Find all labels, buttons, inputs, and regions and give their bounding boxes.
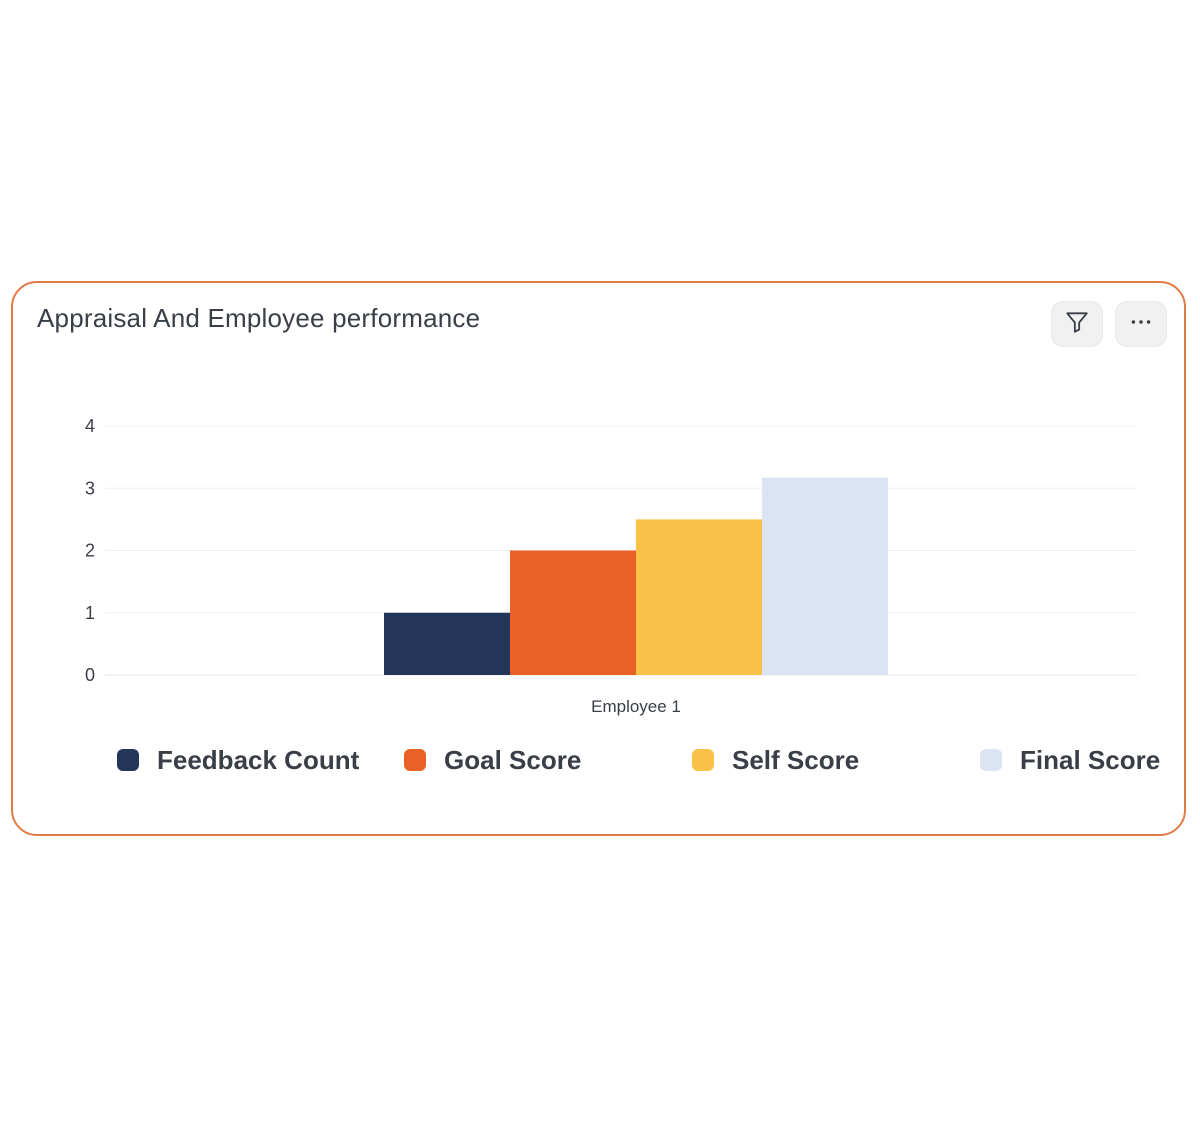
legend-swatch: [692, 749, 714, 771]
filter-icon: [1064, 309, 1090, 340]
x-tick-label: Employee 1: [591, 697, 681, 716]
more-options-button[interactable]: [1115, 301, 1167, 347]
filter-button[interactable]: [1051, 301, 1103, 347]
legend-swatch: [404, 749, 426, 771]
bar-final-score[interactable]: [762, 477, 888, 675]
legend-label: Feedback Count: [157, 744, 360, 775]
bar-feedback-count[interactable]: [384, 612, 510, 675]
bar-goal-score[interactable]: [510, 550, 636, 676]
legend-item-final-score[interactable]: Final Score: [980, 743, 1160, 777]
y-tick-label: 0: [85, 665, 95, 685]
more-horizontal-icon: [1128, 309, 1154, 340]
chart-card: Appraisal And Employee performance 0 1 2 3 4…: [11, 281, 1186, 836]
chart-legend: Feedback Count Goal Score Self Score Final …: [13, 743, 1188, 777]
legend-label: Self Score: [732, 744, 860, 775]
legend-item-feedback-count[interactable]: Feedback Count: [117, 743, 359, 777]
card-title: Appraisal And Employee performance: [37, 303, 481, 333]
legend-item-self-score[interactable]: Self Score: [692, 743, 859, 777]
legend-label: Goal Score: [444, 744, 582, 775]
y-tick-label: 4: [85, 416, 95, 436]
y-tick-label: 1: [85, 603, 95, 623]
y-tick-label: 2: [85, 541, 95, 561]
bar-self-score[interactable]: [636, 519, 762, 675]
legend-item-goal-score[interactable]: Goal Score: [404, 743, 581, 777]
y-tick-label: 3: [85, 478, 95, 498]
legend-swatch: [117, 749, 139, 771]
bar-chart: 0 1 2 3 4 Employee 1: [85, 416, 1137, 716]
legend-swatch: [980, 749, 1002, 771]
legend-label: Final Score: [1020, 744, 1161, 775]
